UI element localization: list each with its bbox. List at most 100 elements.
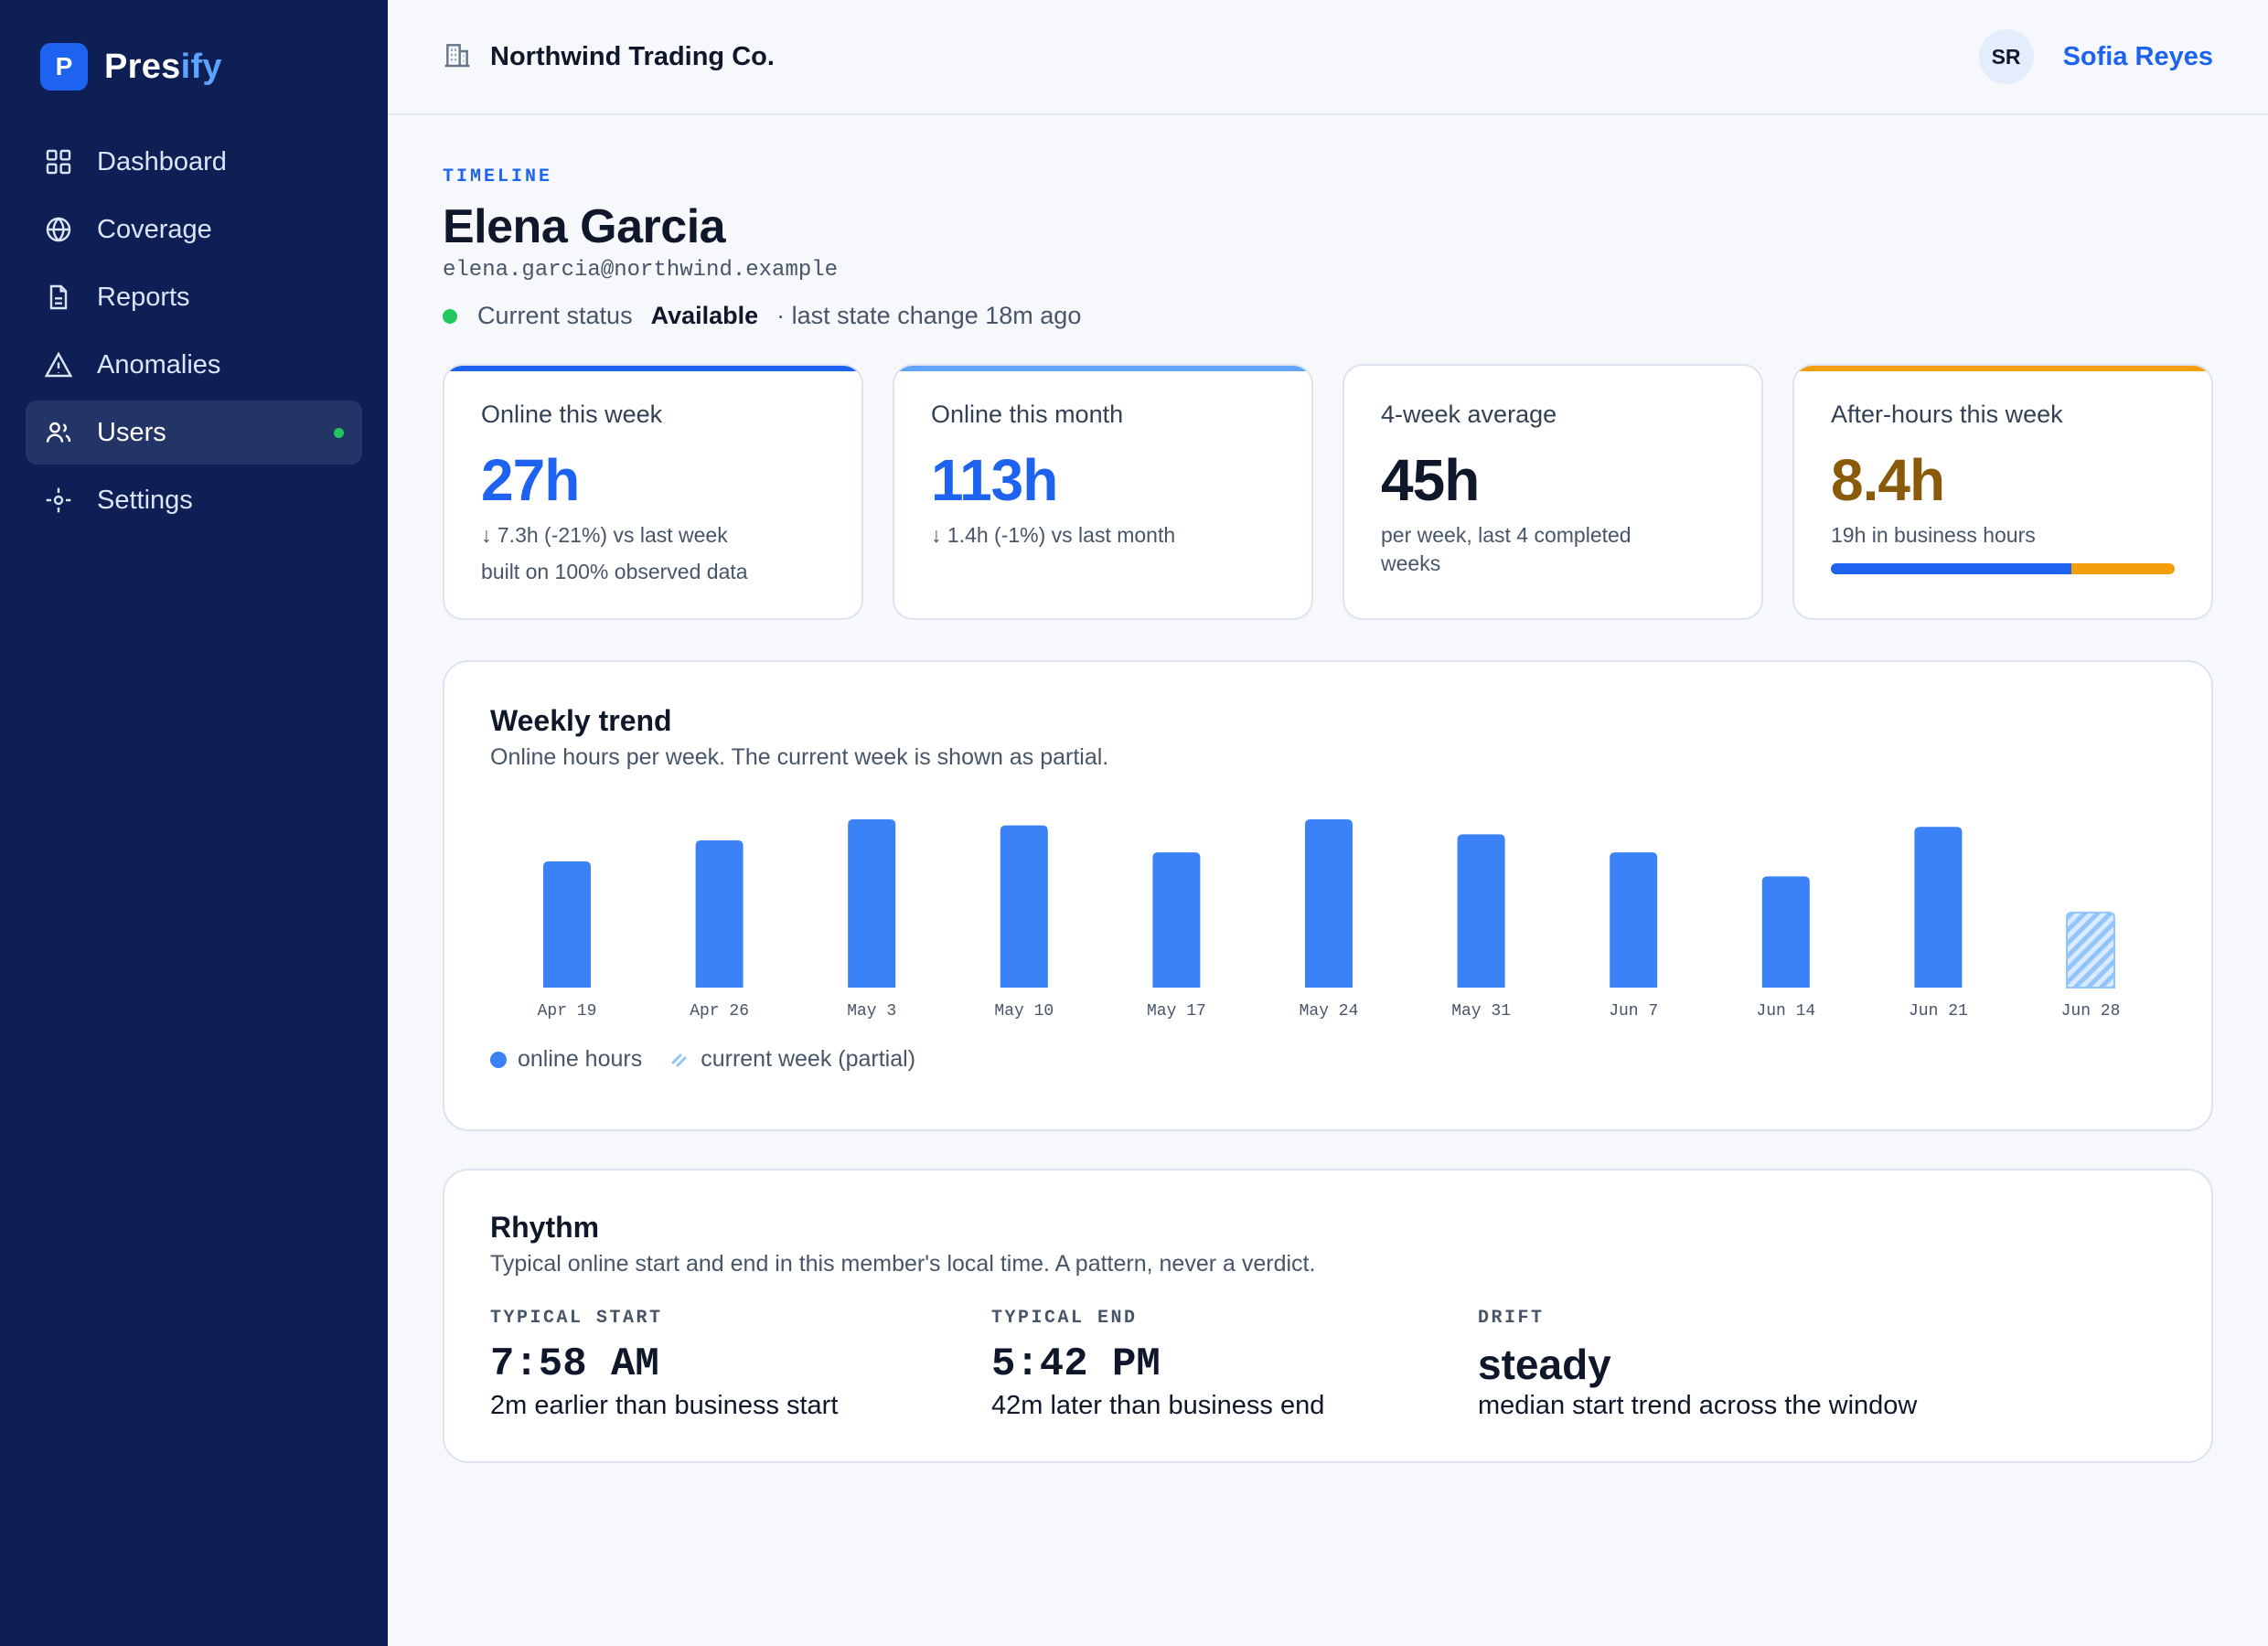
typical-end-label: TYPICAL END	[991, 1308, 1138, 1329]
sidebar: P Presify Dashboard Coverage Reports A	[0, 0, 388, 1646]
typical-end-note: 42m later than business end	[991, 1391, 1325, 1420]
x-tick-label: Apr 26	[690, 1002, 749, 1021]
user-email: elena.garcia@northwind.example	[443, 258, 839, 283]
settings-icon	[44, 486, 73, 515]
legend-partial-swatch	[671, 1053, 687, 1066]
globe-icon	[44, 215, 73, 244]
avatar[interactable]: SR	[1978, 29, 2034, 84]
bar-partial-week[interactable]	[2066, 911, 2115, 989]
typical-start-note: 2m earlier than business start	[490, 1391, 839, 1420]
legend-partial-label: current week (partial)	[701, 1046, 916, 1072]
business-hours-split-bar	[1831, 563, 2175, 574]
sidebar-item-dashboard[interactable]: Dashboard	[26, 130, 362, 194]
card-title: Rhythm	[490, 1211, 600, 1244]
kpi-accent-bar	[444, 366, 861, 371]
kpi-value: 27h	[481, 447, 580, 513]
x-tick-label: Apr 19	[538, 1002, 597, 1021]
drift-value: steady	[1478, 1341, 1611, 1388]
org-switcher[interactable]: Northwind Trading Co.	[443, 40, 775, 74]
sidebar-item-coverage[interactable]: Coverage	[26, 198, 362, 262]
weekly-trend-chart: Apr 19 Apr 26 May 3 May 10 May 17 May 24 May 3…	[538, 819, 2120, 1021]
users-icon	[44, 418, 73, 447]
x-tick-label: Jun 7	[1609, 1002, 1658, 1021]
kpi-accent-bar	[1794, 366, 2211, 371]
sidebar-item-anomalies[interactable]: Anomalies	[26, 333, 362, 397]
card-subtitle: Online hours per week. The current week …	[490, 744, 1109, 770]
bar-week[interactable]	[1152, 852, 1201, 988]
sidebar-item-reports[interactable]: Reports	[26, 265, 362, 329]
sidebar-item-users[interactable]: Users	[26, 401, 362, 465]
drift-note: median start trend across the window	[1478, 1391, 1918, 1420]
kpi-card-week: Online this week 27h ↓ 7.3h (-21%) vs la…	[443, 364, 863, 620]
bar-week[interactable]	[1000, 825, 1048, 988]
status-change: · last state change 18m ago	[776, 302, 1082, 329]
kpi-label: Online this month	[931, 401, 1124, 428]
x-tick-label: May 24	[1300, 1002, 1359, 1021]
kpi-note: 19h in business hours	[1831, 523, 2036, 547]
brand-logo[interactable]: P Presify	[40, 43, 222, 91]
online-indicator-dot	[334, 428, 344, 438]
bar-week[interactable]	[543, 861, 591, 988]
kpi-label: 4-week average	[1381, 401, 1557, 428]
brand-name: Presify	[104, 48, 222, 87]
sidebar-item-label: Dashboard	[97, 146, 227, 176]
sidebar-item-label: Anomalies	[97, 349, 221, 379]
drift-label: DRIFT	[1478, 1308, 1545, 1329]
kpi-card-average: 4-week average 45h per week, last 4 comp…	[1343, 364, 1763, 620]
brand-name-accent: ify	[180, 47, 222, 86]
chart-legend: online hours current week (partial)	[490, 1046, 915, 1073]
user-name-link[interactable]: Sofia Reyes	[2062, 41, 2213, 71]
kpi-value: 8.4h	[1831, 447, 1945, 513]
kpi-note: built on 100% observed data	[481, 560, 748, 583]
grid-icon	[44, 147, 73, 176]
building-icon	[443, 40, 472, 74]
topbar: Northwind Trading Co. SR Sofia Reyes	[388, 0, 2268, 115]
bar-week[interactable]	[1457, 834, 1505, 988]
x-tick-label: May 10	[994, 1002, 1054, 1021]
kpi-delta: ↓ 7.3h (-21%) vs last week	[481, 523, 728, 547]
sidebar-item-settings[interactable]: Settings	[26, 468, 362, 532]
typical-start-value: 7:58 AM	[490, 1341, 659, 1387]
bar-week[interactable]	[1914, 827, 1963, 988]
status-dot-icon	[443, 308, 457, 324]
weekly-trend-card: Weekly trend Online hours per week. The …	[443, 660, 2213, 1131]
x-tick-label: Jun 21	[1909, 1002, 1968, 1021]
document-icon	[44, 283, 73, 312]
kpi-delta: ↓ 1.4h (-1%) vs last month	[931, 523, 1176, 547]
sidebar-nav: Dashboard Coverage Reports Anomalies Use…	[26, 130, 362, 536]
bar-week[interactable]	[695, 840, 744, 988]
drift: DRIFT steady median start trend across t…	[1478, 1308, 1917, 1421]
org-name: Northwind Trading Co.	[490, 42, 775, 71]
x-tick-label: May 31	[1451, 1002, 1511, 1021]
x-tick-label: May 3	[847, 1002, 896, 1021]
kpi-card-month: Online this month 113h ↓ 1.4h (-1%) vs l…	[893, 364, 1313, 620]
sidebar-item-label: Settings	[97, 485, 193, 515]
kpi-label: After-hours this week	[1831, 401, 2063, 428]
kpi-value: 113h	[931, 447, 1058, 513]
bar-week[interactable]	[1761, 876, 1810, 988]
warning-icon	[44, 350, 73, 379]
brand-name-main: Pres	[104, 47, 181, 86]
kpi-accent-bar	[894, 366, 1311, 371]
x-tick-label: Jun 14	[1756, 1002, 1815, 1021]
kpi-note: per week, last 4 completed weeks	[1381, 523, 1631, 575]
page-eyebrow: TIMELINE	[443, 166, 553, 187]
bar-week[interactable]	[1305, 819, 1353, 988]
legend-online-swatch	[490, 1051, 507, 1068]
status-value: Available	[650, 302, 759, 329]
x-tick-label: May 17	[1147, 1002, 1206, 1021]
bar-week[interactable]	[1610, 852, 1658, 988]
brand-mark-icon: P	[40, 43, 88, 91]
typical-end: TYPICAL END 5:42 PM 42m later than busin…	[991, 1308, 1324, 1421]
user-menu[interactable]: SR Sofia Reyes	[1978, 29, 2213, 84]
kpi-label: Online this week	[481, 401, 663, 428]
typical-end-value: 5:42 PM	[991, 1341, 1161, 1387]
sidebar-item-label: Reports	[97, 282, 190, 312]
bar-week[interactable]	[848, 819, 896, 988]
typical-start-label: TYPICAL START	[490, 1308, 663, 1329]
sidebar-item-label: Users	[97, 417, 166, 447]
page-title: Elena Garcia	[443, 200, 726, 253]
business-hours-fill	[1831, 563, 2072, 574]
card-title: Weekly trend	[490, 704, 672, 737]
sidebar-item-label: Coverage	[97, 214, 212, 244]
